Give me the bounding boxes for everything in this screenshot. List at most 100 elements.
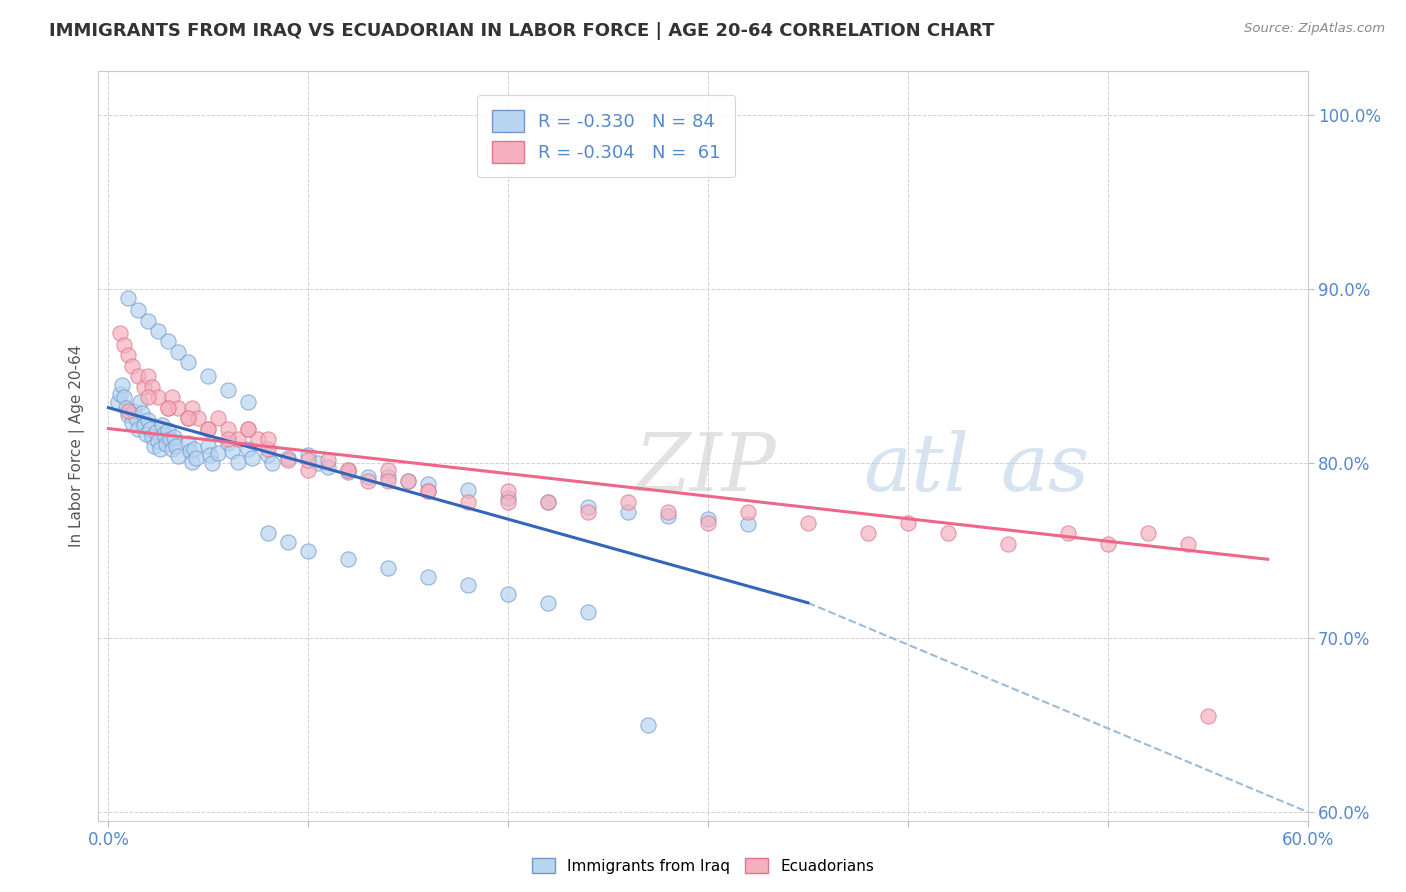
Point bbox=[181, 455, 204, 469]
Point bbox=[135, 426, 157, 441]
Point bbox=[138, 369, 160, 384]
Point bbox=[157, 334, 180, 349]
Point bbox=[257, 448, 280, 462]
Point bbox=[111, 378, 134, 392]
Point bbox=[657, 505, 679, 519]
Point bbox=[197, 421, 219, 435]
Point bbox=[257, 526, 280, 541]
Point bbox=[537, 495, 560, 509]
Point bbox=[141, 430, 163, 444]
Point bbox=[277, 453, 299, 467]
Point bbox=[177, 435, 200, 450]
Point bbox=[377, 561, 399, 575]
Point bbox=[418, 477, 440, 491]
Point bbox=[297, 463, 319, 477]
Point bbox=[138, 390, 160, 404]
Point bbox=[148, 390, 170, 404]
Point bbox=[238, 421, 260, 435]
Point bbox=[162, 442, 184, 457]
Point bbox=[207, 411, 229, 425]
Point bbox=[150, 418, 173, 433]
Point bbox=[117, 291, 139, 305]
Point bbox=[197, 369, 219, 384]
Point bbox=[856, 526, 879, 541]
Text: ZIP: ZIP bbox=[634, 430, 776, 508]
Point bbox=[357, 470, 380, 484]
Point bbox=[936, 526, 959, 541]
Point bbox=[418, 484, 440, 499]
Text: IMMIGRANTS FROM IRAQ VS ECUADORIAN IN LABOR FORCE | AGE 20-64 CORRELATION CHART: IMMIGRANTS FROM IRAQ VS ECUADORIAN IN LA… bbox=[49, 22, 994, 40]
Point bbox=[337, 552, 360, 566]
Point bbox=[228, 455, 250, 469]
Text: as: as bbox=[1001, 430, 1090, 508]
Point bbox=[897, 516, 920, 530]
Point bbox=[617, 495, 640, 509]
Point bbox=[125, 411, 148, 425]
Point bbox=[143, 439, 166, 453]
Point bbox=[124, 404, 146, 418]
Point bbox=[238, 442, 260, 457]
Point bbox=[337, 465, 360, 479]
Point bbox=[148, 434, 170, 448]
Point bbox=[238, 395, 260, 409]
Point bbox=[1197, 709, 1219, 723]
Point bbox=[200, 448, 222, 462]
Point bbox=[148, 324, 170, 338]
Point bbox=[112, 338, 135, 352]
Point bbox=[377, 470, 399, 484]
Point bbox=[238, 421, 260, 435]
Point bbox=[1177, 536, 1199, 550]
Point bbox=[217, 421, 239, 435]
Point bbox=[1097, 536, 1119, 550]
Point bbox=[197, 421, 219, 435]
Point bbox=[262, 457, 284, 471]
Point bbox=[187, 411, 209, 425]
Point bbox=[316, 453, 339, 467]
Point bbox=[112, 390, 135, 404]
Point bbox=[149, 442, 172, 457]
Point bbox=[697, 512, 720, 526]
Point bbox=[110, 326, 132, 340]
Point bbox=[217, 432, 239, 446]
Point bbox=[157, 423, 180, 437]
Point bbox=[107, 395, 129, 409]
Point bbox=[377, 463, 399, 477]
Legend: R = -0.330   N = 84, R = -0.304   N =  61: R = -0.330 N = 84, R = -0.304 N = 61 bbox=[477, 95, 735, 178]
Point bbox=[337, 463, 360, 477]
Point bbox=[316, 459, 339, 474]
Point bbox=[307, 457, 329, 471]
Point bbox=[496, 484, 519, 499]
Point bbox=[207, 446, 229, 460]
Point bbox=[537, 596, 560, 610]
Point bbox=[457, 578, 479, 592]
Point bbox=[155, 437, 177, 451]
Point bbox=[138, 313, 160, 327]
Point bbox=[157, 401, 180, 415]
Point bbox=[617, 505, 640, 519]
Point bbox=[165, 439, 187, 453]
Point bbox=[496, 495, 519, 509]
Point bbox=[737, 517, 759, 532]
Point bbox=[138, 413, 160, 427]
Point bbox=[337, 463, 360, 477]
Point bbox=[496, 587, 519, 601]
Point bbox=[1136, 526, 1159, 541]
Text: atl: atl bbox=[863, 430, 969, 508]
Point bbox=[127, 303, 149, 318]
Legend: Immigrants from Iraq, Ecuadorians: Immigrants from Iraq, Ecuadorians bbox=[526, 852, 880, 880]
Point bbox=[997, 536, 1019, 550]
Point bbox=[167, 450, 190, 464]
Point bbox=[177, 411, 200, 425]
Point bbox=[396, 474, 419, 488]
Y-axis label: In Labor Force | Age 20-64: In Labor Force | Age 20-64 bbox=[69, 345, 84, 547]
Point bbox=[240, 451, 263, 466]
Point bbox=[357, 474, 380, 488]
Point bbox=[576, 500, 599, 514]
Point bbox=[657, 508, 679, 523]
Point bbox=[201, 457, 224, 471]
Point bbox=[179, 444, 201, 458]
Point bbox=[127, 421, 149, 435]
Point bbox=[247, 432, 270, 446]
Point bbox=[121, 359, 143, 373]
Point bbox=[576, 605, 599, 619]
